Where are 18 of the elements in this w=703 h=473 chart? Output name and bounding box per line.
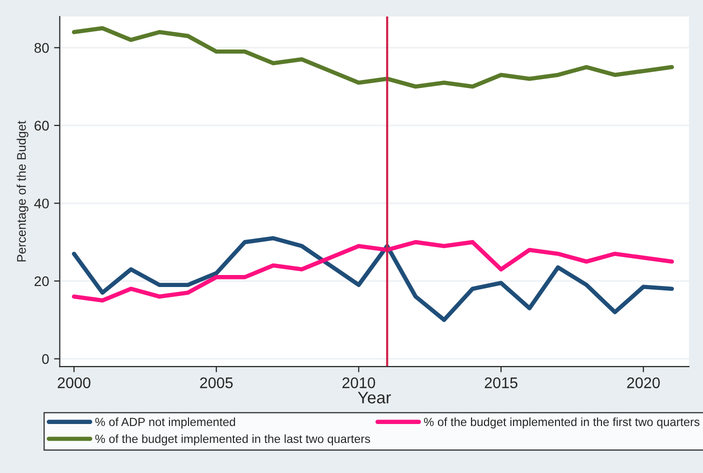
x-tick-label: 2015 <box>484 377 518 388</box>
line-series <box>72 26 674 89</box>
x-tick-label: 2010 <box>342 377 376 388</box>
line-series <box>72 236 674 322</box>
y-tick-label: 20 <box>34 276 49 286</box>
x-tick-label: 2020 <box>627 377 660 388</box>
legend-label: % of the budget implemented in the last two quarters <box>95 434 370 446</box>
y-axis-title: Percentage of the Budget <box>16 120 28 262</box>
y-tick-label: 60 <box>34 120 49 131</box>
y-tick-label: 0 <box>42 354 49 364</box>
x-axis-title: Year <box>358 392 391 404</box>
x-tick-label: 2005 <box>200 377 233 388</box>
x-tick-label: 2000 <box>58 377 90 388</box>
line-series <box>72 240 674 303</box>
legend-label: % of ADP not implemented <box>95 417 235 428</box>
y-tick-label: 40 <box>34 198 49 208</box>
legend-label: % of the budget implemented in the first two quarters <box>424 417 700 428</box>
y-tick-label: 80 <box>34 43 49 53</box>
